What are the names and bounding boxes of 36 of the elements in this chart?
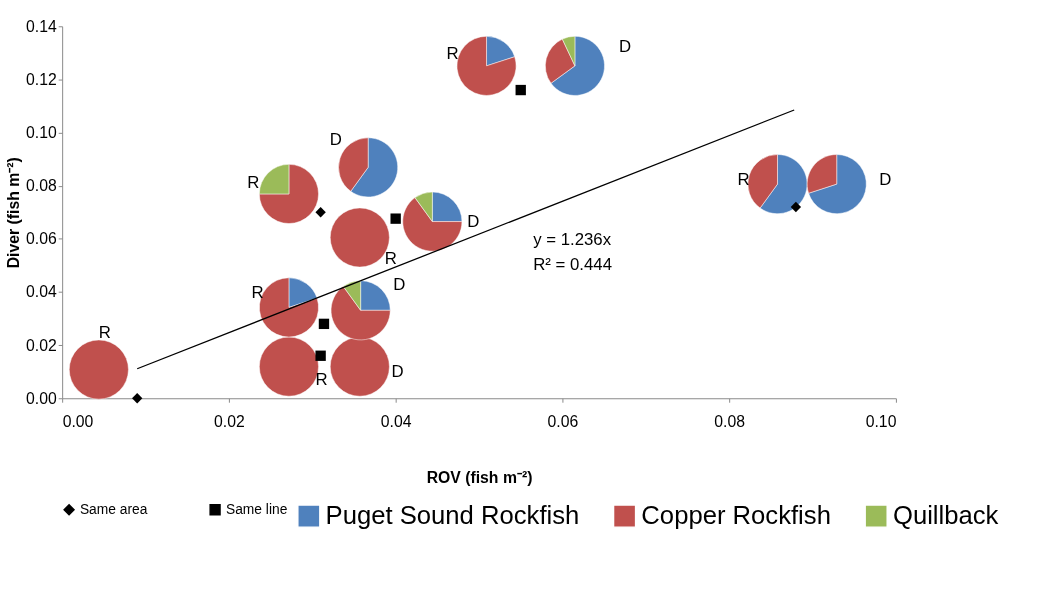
x-axis-title: ROV (fish m⁻²) [426, 468, 533, 486]
annotation: D [467, 211, 480, 231]
y-tick-label: 0.08 [26, 177, 57, 195]
text: Puget Sound Rockfish [325, 500, 580, 529]
annotation: R [384, 248, 397, 268]
annotation: R [251, 283, 264, 303]
annotation: R² = 0.444 [533, 255, 612, 275]
y-axis-title: Diver (fish m⁻²) [5, 157, 23, 269]
x-tick-label: 0.06 [547, 413, 579, 431]
text: Copper Rockfish [641, 500, 831, 529]
x-tick-label: 0.10 [865, 413, 897, 431]
x-tick-label: 0.00 [62, 413, 94, 431]
legend-label: Same line [225, 500, 288, 517]
x-tick-label: 0.04 [380, 413, 412, 431]
annotation: D [393, 275, 406, 295]
y-tick-label: 0.04 [26, 283, 57, 301]
annotation: R [315, 369, 328, 389]
y-tick-label: 0.12 [26, 70, 57, 88]
annotation: D [329, 130, 342, 150]
annotation: R [98, 323, 111, 343]
legend-label: Same area [79, 500, 148, 517]
x-tick-label: 0.08 [714, 413, 746, 431]
text: Quillback [892, 500, 999, 529]
annotation: R [737, 170, 750, 190]
y-tick-label: 0.00 [26, 389, 57, 407]
annotation: D [619, 37, 632, 57]
y-tick-label: 0.02 [26, 336, 57, 354]
annotation: y = 1.236x [533, 230, 612, 250]
y-tick-label: 0.14 [26, 17, 57, 35]
y-tick-label: 0.06 [26, 230, 57, 248]
annotation: D [391, 361, 404, 381]
annotation: R [247, 172, 260, 192]
x-tick-label: 0.02 [214, 413, 245, 431]
annotation: R [446, 44, 459, 64]
annotation: D [879, 170, 892, 190]
y-tick-label: 0.10 [26, 123, 57, 141]
